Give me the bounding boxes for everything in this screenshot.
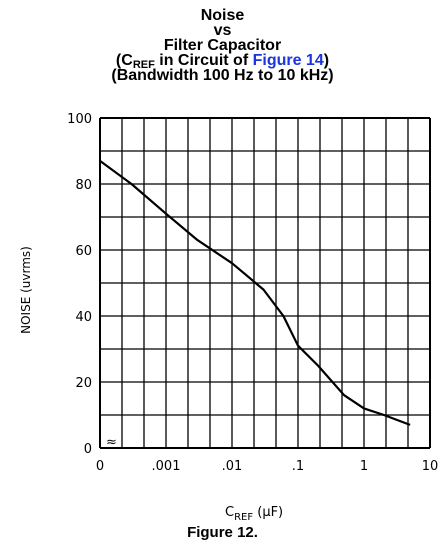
y-tick-label: 100: [67, 112, 92, 127]
y-tick-label: 60: [75, 244, 92, 259]
title-line-1: Noise: [200, 7, 245, 24]
y-axis-label: NOISE (uvrms): [19, 246, 33, 334]
chart-grid: [99, 117, 431, 449]
title-line-3: Filter Capacitor: [163, 37, 282, 54]
title-line-4-suffix: ): [323, 52, 330, 69]
x-axis-label-main: C: [225, 505, 235, 520]
title-line-4-sub: REF: [132, 59, 155, 71]
x-tick-label: 10: [422, 459, 439, 474]
figure-14-link[interactable]: Figure 14: [252, 52, 324, 69]
x-axis-label: CREF (μF): [225, 505, 284, 523]
x-axis-label-sub: REF: [234, 512, 254, 523]
series-group: [99, 160, 411, 426]
x-tick-label: .001: [152, 459, 181, 474]
x-tick-label: .1: [292, 459, 304, 474]
x-tick-label: 0: [96, 459, 104, 474]
x-tick-label: 1: [360, 459, 368, 474]
title-line-4-prefix: (C: [115, 52, 133, 69]
x-tick-label: .01: [222, 459, 243, 474]
chart-title: Noise vs Filter Capacitor (CREF in Circu…: [0, 7, 445, 84]
title-line-2: vs: [213, 22, 232, 39]
title-line-5: (Bandwidth 100 Hz to 10 kHz): [111, 67, 334, 84]
noise-curve: [99, 160, 411, 426]
y-tick-label: 80: [75, 178, 92, 193]
y-tick-label: 0: [84, 442, 92, 457]
y-tick-label: 40: [75, 310, 92, 325]
figure-caption: Figure 12.: [187, 524, 258, 541]
y-tick-label: 20: [75, 376, 92, 391]
title-line-4: (CREF in Circuit of Figure 14): [0, 52, 445, 71]
axis-break-marker: ≈: [106, 435, 117, 450]
x-axis-label-unit: (μF): [253, 505, 284, 520]
title-line-4-mid: in Circuit of: [154, 52, 253, 69]
